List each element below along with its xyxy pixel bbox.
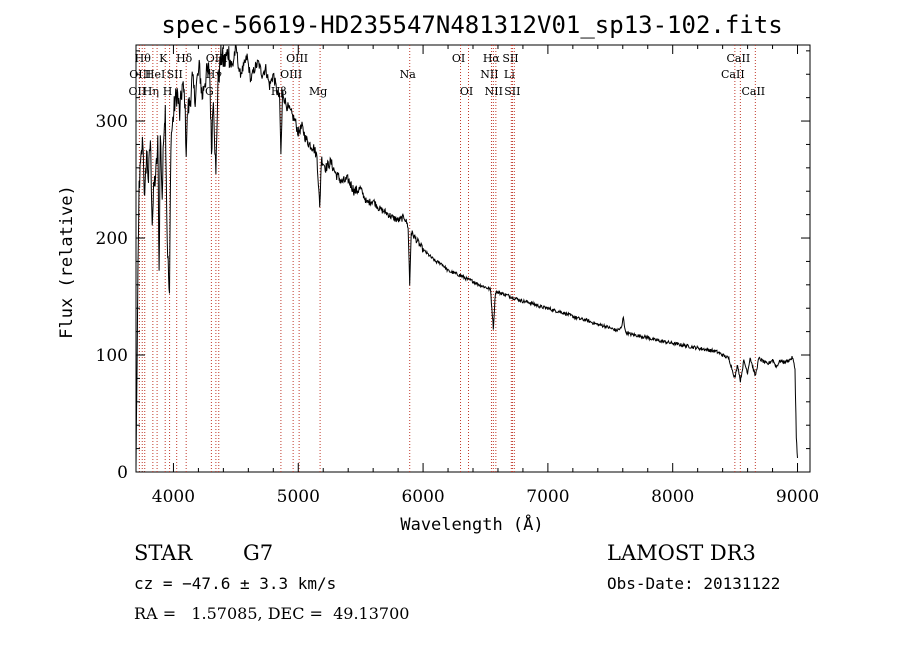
line-marker-label-13: OIII	[280, 68, 302, 81]
y-tick-label-200: 200	[96, 229, 128, 249]
y-tick-label-0: 0	[117, 463, 128, 483]
line-marker-label-27: CaII	[741, 85, 765, 98]
line-marker-label-1: OIII	[129, 68, 151, 81]
line-marker-label-2: Hθ	[135, 52, 152, 65]
x-tick-label-9000: 9000	[776, 487, 819, 507]
x-tick-label-4000: 4000	[152, 487, 195, 507]
line-marker-label-6: H	[163, 85, 173, 98]
line-marker-label-4: HeI	[145, 68, 165, 81]
line-marker-label-20: Hα	[483, 52, 501, 65]
coordinates: RA = 1.57085, DEC = 49.13700	[134, 604, 409, 623]
line-marker-label-9: G	[205, 85, 214, 98]
spectrum-series-line	[135, 44, 798, 469]
x-axis-label: Wavelength (Å)	[400, 513, 543, 535]
x-tick-label-6000: 6000	[401, 487, 444, 507]
line-marker-label-25: CaII	[721, 68, 745, 81]
axis-tick-labels: 4000 5000 6000 7000 8000 9000 0 100 200 300	[96, 112, 820, 507]
line-marker-label-24: SII	[504, 85, 520, 98]
line-marker-label-5: K	[159, 52, 168, 65]
spectral-line-markers: OIIOIIIHθHηHeIKHSIIHδGHγOIIIHβOIIIOIIIMg…	[129, 45, 765, 472]
line-marker-label-3: Hη	[143, 85, 159, 98]
y-tick-label-100: 100	[96, 346, 128, 366]
chart-title: spec-56619-HD235547N481312V01_sp13-102.f…	[161, 11, 782, 39]
line-marker-label-16: Na	[400, 68, 417, 81]
axis-ticks	[136, 45, 810, 473]
plot-frame	[135, 44, 811, 473]
line-marker-label-26: CaII	[727, 52, 751, 65]
x-tick-label-7000: 7000	[526, 487, 569, 507]
observation-date: Obs-Date: 20131122	[607, 574, 780, 593]
line-marker-label-23: SII	[502, 52, 518, 65]
line-marker-label-14: OIII	[286, 52, 308, 65]
y-axis-label: Flux (relative)	[57, 185, 77, 339]
line-marker-label-7: SII	[167, 68, 183, 81]
line-marker-label-22: Li	[504, 68, 515, 81]
x-tick-label-5000: 5000	[277, 487, 320, 507]
line-marker-label-17: OI	[452, 52, 465, 65]
line-marker-label-19: NII	[480, 68, 498, 81]
line-marker-label-8: Hδ	[176, 52, 193, 65]
survey-name: LAMOST DR3	[607, 541, 756, 565]
line-marker-label-15: Mg	[309, 85, 327, 98]
line-marker-label-18: OI	[460, 85, 473, 98]
line-marker-label-0: OII	[129, 85, 147, 98]
redshift-cz: cz = −47.6 ± 3.3 km/s	[134, 574, 336, 593]
line-marker-label-21: NII	[485, 85, 503, 98]
y-tick-label-300: 300	[96, 112, 128, 132]
object-type: STAR	[134, 541, 193, 565]
x-tick-label-8000: 8000	[651, 487, 694, 507]
object-subclass: G7	[243, 541, 273, 565]
